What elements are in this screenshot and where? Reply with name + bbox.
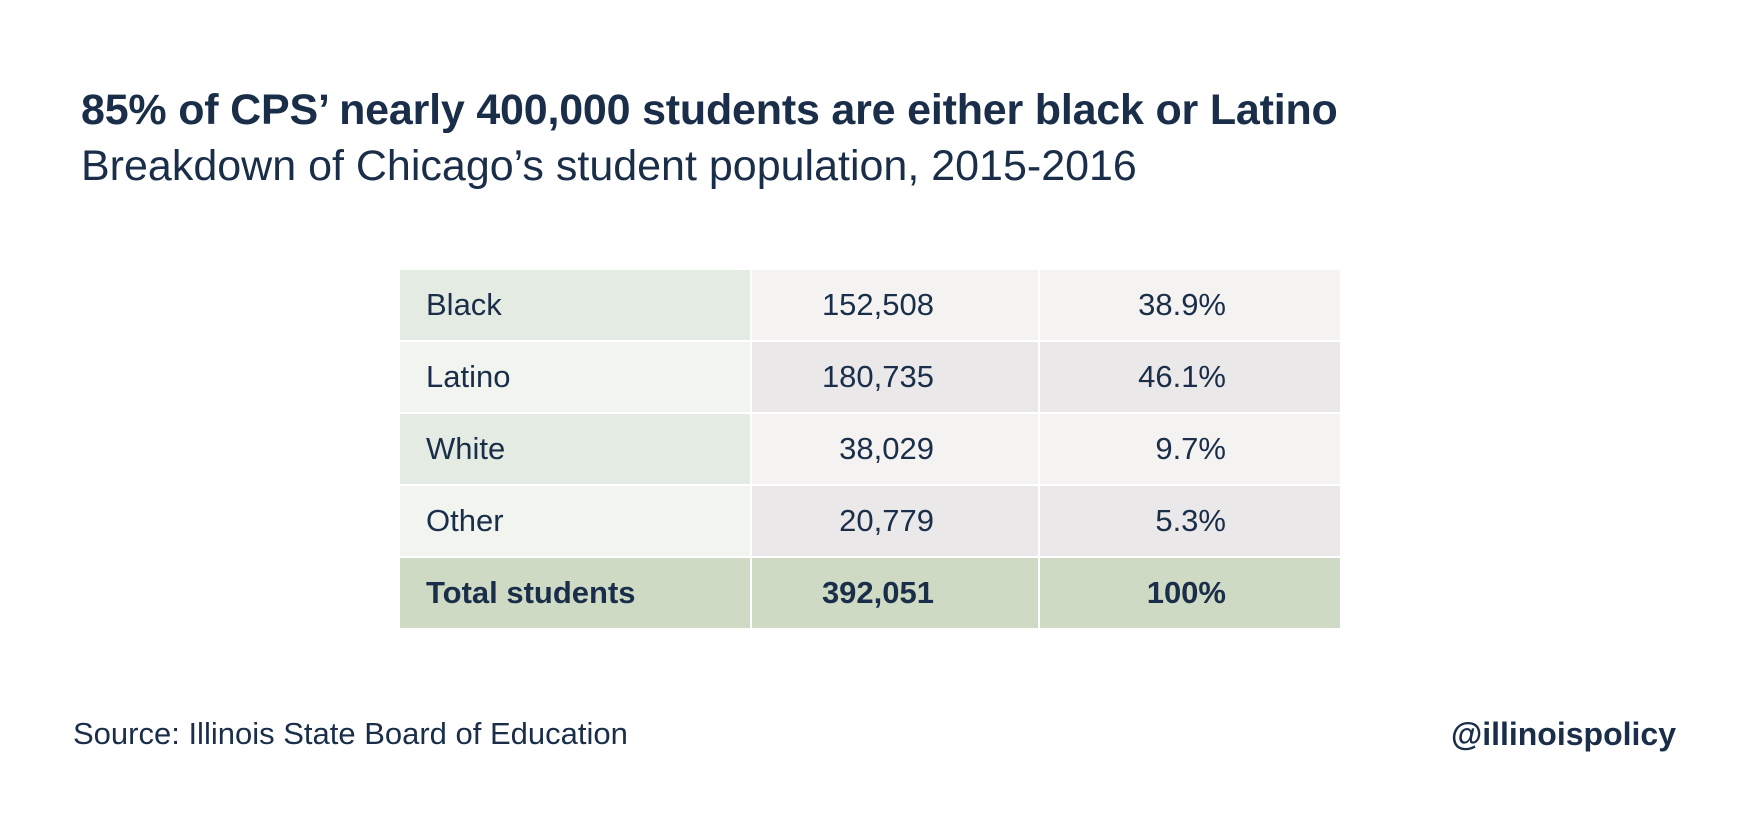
table-row-latino: Latino 180,735 46.1%: [400, 342, 1340, 414]
table-row-other: Other 20,779 5.3%: [400, 486, 1340, 558]
chart-title: 85% of CPS’ nearly 400,000 students are …: [81, 86, 1338, 134]
table-row-black: Black 152,508 38.9%: [400, 270, 1340, 342]
row-percent: 5.3%: [1040, 486, 1340, 556]
data-table: Black 152,508 38.9% Latino 180,735 46.1%…: [400, 270, 1340, 628]
table-row-white: White 38,029 9.7%: [400, 414, 1340, 486]
row-label: White: [400, 414, 752, 484]
row-percent: 38.9%: [1040, 270, 1340, 340]
source-note: Source: Illinois State Board of Educatio…: [73, 716, 628, 751]
row-label: Latino: [400, 342, 752, 412]
row-label: Other: [400, 486, 752, 556]
row-percent: 9.7%: [1040, 414, 1340, 484]
row-count: 20,779: [752, 486, 1040, 556]
total-label: Total students: [400, 558, 752, 628]
total-percent: 100%: [1040, 558, 1340, 628]
row-count: 180,735: [752, 342, 1040, 412]
total-count: 392,051: [752, 558, 1040, 628]
row-percent: 46.1%: [1040, 342, 1340, 412]
row-label: Black: [400, 270, 752, 340]
chart-subtitle: Breakdown of Chicago’s student populatio…: [81, 142, 1137, 190]
row-count: 38,029: [752, 414, 1040, 484]
row-count: 152,508: [752, 270, 1040, 340]
social-handle: @illinoispolicy: [1450, 716, 1676, 752]
table-row-total: Total students 392,051 100%: [400, 558, 1340, 628]
